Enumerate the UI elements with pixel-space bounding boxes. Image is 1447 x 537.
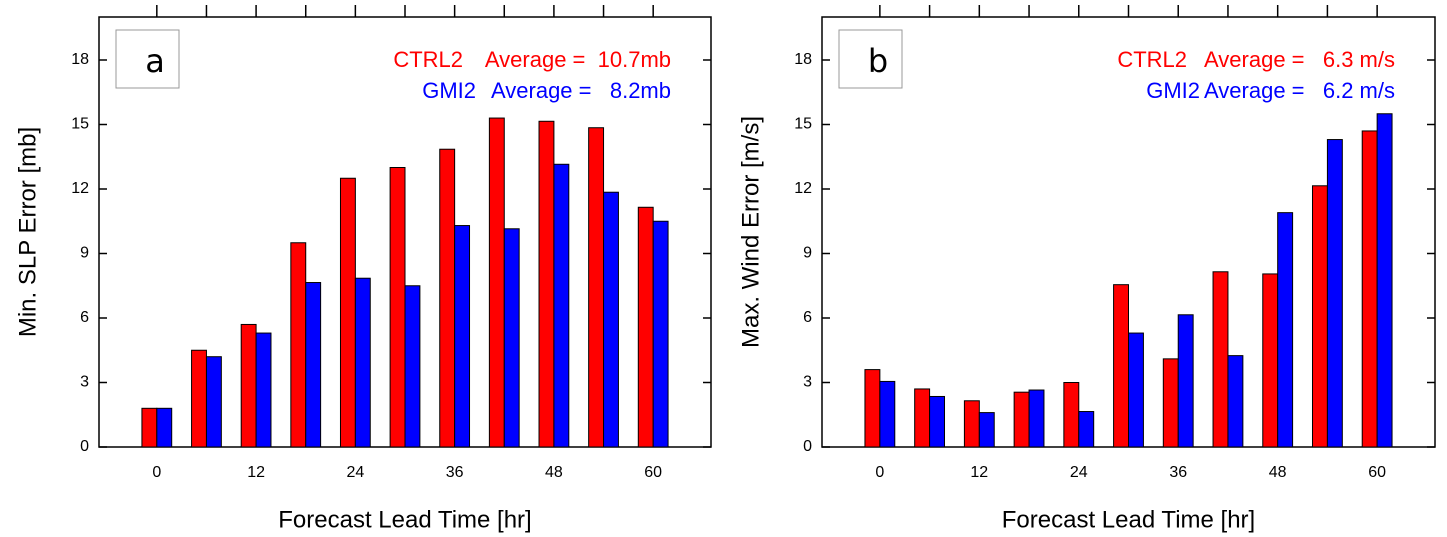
x-tick-label: 24: [346, 464, 364, 481]
panel-label: b: [868, 42, 888, 80]
x-tick-label: 24: [1070, 464, 1088, 481]
y-tick-label: 18: [71, 51, 89, 68]
x-tick-label: 12: [970, 464, 988, 481]
y-tick-label: 6: [803, 309, 812, 326]
bar: [339, 177, 356, 448]
bar: [488, 117, 505, 448]
panel-box: [115, 29, 180, 89]
bar: [1376, 113, 1393, 448]
bar: [603, 191, 619, 448]
bar: [1227, 355, 1244, 448]
bar: [1326, 139, 1343, 448]
bar: [963, 400, 980, 448]
bar: [588, 127, 605, 448]
y-tick-label: 6: [80, 309, 89, 326]
bar: [404, 285, 421, 448]
y-tick-label: 18: [794, 51, 812, 68]
y-tick-label: 3: [803, 374, 812, 391]
bar: [1013, 391, 1030, 448]
x-tick-label: 48: [545, 464, 563, 481]
bar: [1128, 332, 1144, 448]
bar: [864, 369, 881, 448]
bar: [205, 356, 222, 448]
y-axis-title: Max. Wind Error [m/s]: [737, 116, 764, 348]
y-tick-label: 0: [80, 438, 89, 455]
legend-label: GMI2: [1146, 78, 1200, 103]
x-tick-label: 12: [247, 464, 265, 481]
y-tick-label: 15: [794, 116, 812, 133]
x-axis-title: Forecast Lead Time [hr]: [278, 506, 531, 533]
bar: [1277, 212, 1294, 448]
x-axis-title: Forecast Lead Time [hr]: [1002, 506, 1255, 533]
annotation: Average = 6.3 m/s: [1204, 47, 1395, 72]
bar: [1162, 358, 1179, 448]
bar: [652, 220, 669, 448]
annotation: Average = 6.2 m/s: [1204, 78, 1395, 103]
bar: [389, 167, 406, 448]
y-tick-label: 12: [794, 180, 812, 197]
bar: [354, 277, 371, 448]
legend-label: GMI2: [422, 78, 476, 103]
bar: [141, 407, 158, 448]
bar: [503, 228, 520, 448]
y-tick-label: 12: [71, 180, 89, 197]
bar: [1177, 314, 1194, 448]
bar: [191, 349, 207, 448]
bar: [255, 332, 272, 448]
annotation: Average = 8.2mb: [491, 78, 671, 103]
x-tick-label: 0: [875, 464, 884, 481]
bar: [439, 148, 456, 448]
y-tick-label: 9: [803, 245, 812, 262]
bar: [1113, 284, 1129, 448]
bar: [553, 163, 570, 448]
x-tick-label: 60: [644, 464, 662, 481]
bar: [914, 388, 931, 448]
bar: [454, 225, 471, 448]
bar: [290, 242, 307, 448]
bar: [637, 206, 654, 448]
x-tick-label: 36: [446, 464, 464, 481]
y-axis-title: Min. SLP Error [mb]: [14, 127, 41, 337]
x-tick-label: 60: [1368, 464, 1386, 481]
bar: [156, 407, 173, 448]
y-tick-label: 15: [71, 116, 89, 133]
bar: [879, 380, 896, 448]
bar: [1212, 271, 1229, 448]
x-tick-label: 0: [152, 464, 161, 481]
bar: [240, 323, 257, 448]
bar: [1361, 130, 1378, 448]
bar: [1262, 273, 1279, 448]
bar: [929, 395, 946, 448]
x-tick-label: 48: [1269, 464, 1287, 481]
bar: [1063, 382, 1080, 448]
annotation: Average = 10.7mb: [485, 47, 671, 72]
bar: [1311, 185, 1328, 448]
bar: [538, 120, 555, 448]
legend-label: CTRL2: [393, 47, 463, 72]
panel-box: [838, 29, 903, 89]
bar: [1078, 411, 1095, 448]
y-tick-label: 9: [80, 245, 89, 262]
bar: [978, 412, 995, 448]
legend-label: CTRL2: [1117, 47, 1187, 72]
y-tick-label: 3: [80, 374, 89, 391]
x-tick-label: 36: [1169, 464, 1187, 481]
bar: [305, 282, 322, 448]
panel-label: a: [145, 42, 165, 80]
y-tick-label: 0: [803, 438, 812, 455]
bar: [1028, 389, 1045, 448]
